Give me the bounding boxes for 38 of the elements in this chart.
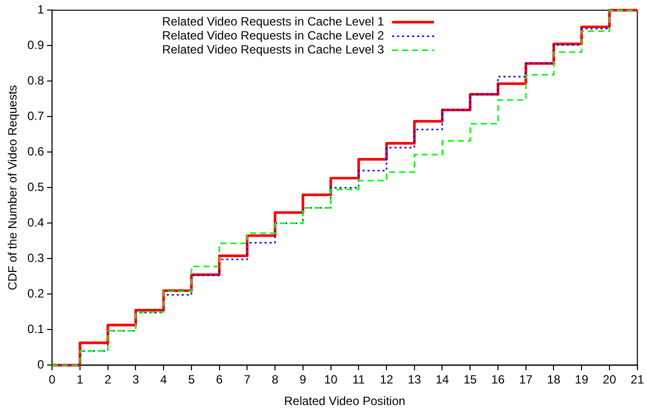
y-tick-label: 0.3	[27, 251, 44, 266]
x-tick-label: 19	[574, 372, 589, 387]
x-tick-label: 16	[491, 372, 505, 387]
x-tick-label: 21	[630, 372, 644, 387]
x-tick-label: 1	[76, 372, 84, 387]
legend-label: Related Video Requests in Cache Level 1	[162, 14, 384, 29]
y-tick-label: 0.4	[27, 216, 44, 230]
x-tick-label: 6	[216, 372, 223, 387]
x-tick-label: 20	[602, 372, 616, 387]
x-tick-label: 18	[547, 372, 561, 387]
x-tick-label: 10	[324, 372, 338, 387]
y-tick-label: 1	[37, 2, 44, 17]
x-tick-label: 3	[132, 372, 140, 387]
x-tick-label: 17	[519, 372, 533, 387]
x-tick-label: 11	[352, 372, 366, 387]
x-tick-label: 2	[104, 372, 112, 387]
x-tick-label: 8	[272, 372, 279, 387]
y-tick-label: 0.9	[27, 38, 44, 52]
x-tick-label: 0	[48, 372, 56, 387]
x-tick-label: 15	[463, 372, 478, 387]
y-tick-label: 0.7	[27, 109, 44, 124]
x-axis-title: Related Video Position	[284, 394, 406, 408]
y-axis-title: CDF of the Number of Video Requests	[6, 85, 20, 290]
legend-label: Related Video Requests in Cache Level 3	[162, 42, 384, 57]
x-tick-label: 7	[244, 372, 251, 387]
y-tick-label: 0.8	[27, 74, 44, 88]
y-tick-label: 0.5	[27, 180, 44, 194]
y-tick-label: 0.2	[27, 286, 44, 301]
x-tick-label: 12	[380, 372, 394, 387]
y-tick-label: 0.1	[27, 322, 44, 336]
x-tick-label: 4	[160, 372, 168, 387]
y-tick-label: 0	[37, 358, 44, 372]
x-tick-label: 14	[436, 372, 450, 387]
x-tick-label: 5	[188, 372, 196, 387]
y-tick-label: 0.6	[27, 144, 44, 159]
x-tick-label: 13	[408, 372, 422, 387]
x-tick-label: 9	[300, 372, 307, 387]
legend-label: Related Video Requests in Cache Level 2	[162, 28, 384, 43]
